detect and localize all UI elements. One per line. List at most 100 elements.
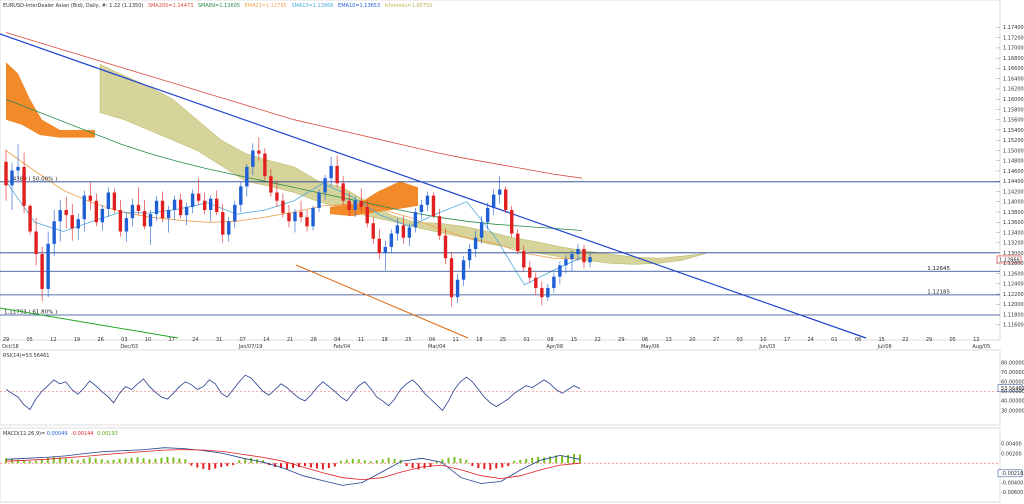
x-tick-label: 03 [736, 337, 742, 343]
rsi-tick-label: 70.00000 [1001, 370, 1024, 376]
macd-hist-bar [178, 458, 181, 464]
x-tick-label: 13 [665, 337, 671, 343]
candle-body [522, 251, 526, 268]
candle-body [287, 213, 291, 222]
y-tick-label: 1.17200 [1003, 35, 1024, 41]
candle-body [341, 183, 345, 201]
candle-body [245, 166, 249, 187]
macd-hist-bar [435, 461, 438, 464]
macd-hist-bar [16, 459, 19, 464]
macd-hist-bar [387, 457, 390, 464]
y-tick-label: 1.15800 [1003, 107, 1024, 113]
macd-axis: 0.00400 0.00200 -0.00210 -0.00400 -0.00600 [997, 442, 1023, 496]
macd-hist-bar [471, 463, 474, 467]
macd-hist-bar [40, 459, 43, 464]
macd-frame [0, 427, 1001, 503]
candle-body [94, 200, 99, 223]
macd-hist-bar [292, 463, 294, 468]
x-period-label: Feb/04 [333, 344, 350, 350]
macd-hist-bar [262, 460, 265, 464]
macd-hist-bar [106, 460, 109, 464]
y-tick-label: 1.14200 [1003, 189, 1024, 195]
macd-header: MACD(12,26,9)= 0.00049 -0.00144 0.00193 [3, 431, 118, 437]
y-tick-label: 1.13000 [1003, 251, 1024, 257]
chart-header: EURUSD-InterDealer Asian (Bid), Daily, #… [3, 3, 432, 9]
macd-hist-bar [549, 456, 552, 464]
macd-hist-bar [130, 457, 133, 464]
macd-tick-label: -0.00600 [1001, 490, 1023, 496]
candle-body [202, 200, 207, 210]
y-tick-label: 1.16600 [1003, 66, 1024, 72]
macd-hist-bar [28, 461, 31, 464]
rsi-tick-label: 50.00000 [1001, 389, 1024, 395]
y-tick-label: 1.13400 [1003, 230, 1024, 236]
candle-body [190, 193, 195, 207]
candle-body [528, 267, 532, 278]
y-tick-label: 1.12400 [1003, 282, 1024, 288]
candle-body [281, 200, 285, 214]
x-tick-label: 22 [902, 337, 908, 343]
candle-body [221, 212, 225, 235]
candle-body [540, 287, 544, 298]
horizontal-levels: 1.14389 ( 50.00% ) 1.12645 1.12185 1.11793 … [0, 176, 1022, 315]
candle-body [443, 235, 448, 259]
y-tick-label: 1.14000 [1003, 200, 1024, 206]
candle-body [305, 217, 309, 227]
candle-body [136, 204, 141, 212]
macd-hist-bar [184, 459, 187, 464]
macd-hist-bar [441, 459, 444, 464]
x-tick-label: 31 [216, 337, 222, 343]
y-tick-label: 1.13600 [1003, 220, 1024, 226]
candle-body [504, 189, 508, 210]
macd-hist-bar [226, 463, 229, 467]
x-tick-label: 26 [97, 337, 103, 343]
rsi-panel: 80.00000 70.00000 60.0000053.5646150.00000… [0, 349, 1024, 426]
macd-lines [5, 447, 581, 486]
rsi-tick-label: 40.00000 [1001, 399, 1024, 405]
candle-body [76, 219, 80, 229]
candle-body [196, 193, 201, 201]
x-tick-label: 15 [878, 337, 884, 343]
candle-body [118, 209, 123, 232]
x-tick-label: 01 [523, 337, 529, 343]
macd-hist-bar [52, 456, 55, 464]
candle-body [160, 200, 165, 219]
x-tick-label: 12 [973, 337, 979, 343]
candle-body [209, 198, 213, 210]
last-price-tag: 1.12866 [999, 258, 1020, 264]
x-tick-label: 18 [476, 337, 482, 343]
candle-body [311, 207, 315, 227]
x-tick-label: 08 [547, 337, 553, 343]
macd-hist-bar [555, 455, 558, 464]
y-tick-label: 1.14800 [1003, 159, 1024, 165]
macd-hist-bar [274, 463, 277, 468]
macd-hist-bar [76, 460, 79, 464]
candle-body [395, 225, 400, 234]
x-tick-label: 10 [760, 337, 766, 343]
macd-hist-bar [375, 460, 378, 464]
x-tick-label: 25 [500, 337, 506, 343]
candle-body [70, 215, 74, 229]
candle-body [142, 211, 147, 227]
macd-hist-bar [345, 459, 348, 464]
candle-body [88, 195, 92, 201]
x-period-label: Mar/04 [428, 344, 445, 350]
candle-body [407, 227, 412, 238]
price-axis: 1.17400 1.17200 1.17000 1.16800 1.16600 1.164… [996, 25, 1024, 329]
candle-body [130, 204, 135, 219]
macd-hist-bar [100, 459, 103, 464]
cloud-bearish-early [6, 62, 95, 138]
x-tick-label: 19 [74, 337, 80, 343]
x-tick-label: 22 [594, 337, 600, 343]
y-tick-label: 1.15000 [1003, 148, 1024, 154]
descending-trendline [0, 33, 867, 339]
candle-body [233, 204, 237, 222]
y-tick-label: 1.15400 [1003, 128, 1024, 134]
y-tick-label: 1.14600 [1003, 169, 1024, 175]
macd-hist-bar [519, 459, 522, 464]
candle-body [570, 254, 574, 260]
candle-body [112, 192, 117, 210]
candles [4, 137, 592, 307]
candle-body [299, 212, 303, 218]
candle-body [154, 200, 159, 215]
